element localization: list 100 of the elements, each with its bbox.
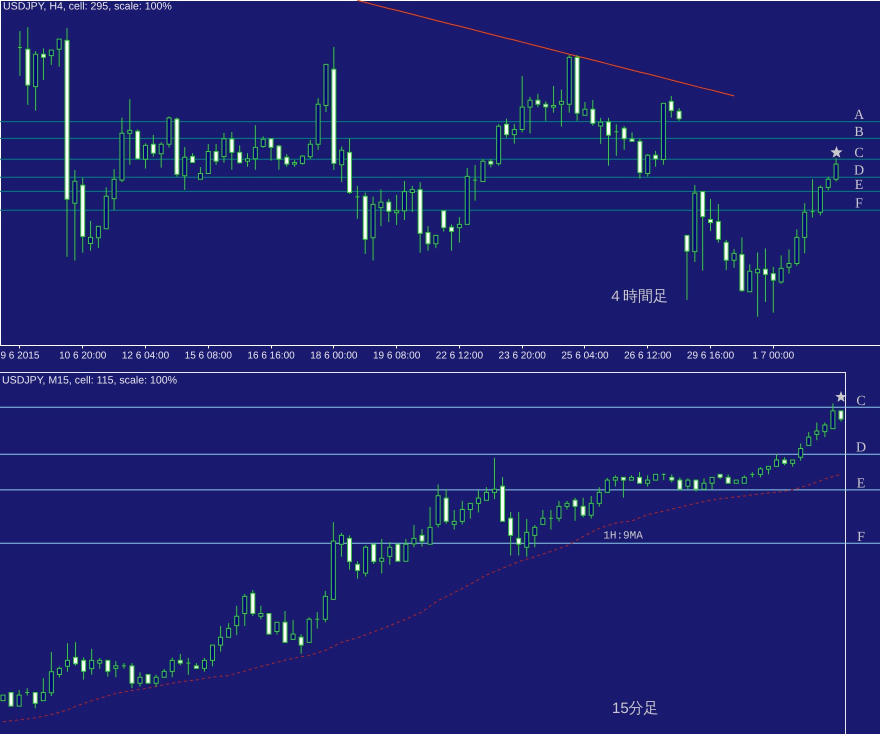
x-tick-label: 19 6 08:00 — [372, 350, 421, 362]
candlestick — [747, 264, 752, 292]
candlestick — [732, 248, 737, 268]
candlestick — [274, 622, 280, 635]
ref-line-label: E — [856, 476, 866, 492]
candlestick — [556, 500, 562, 522]
candlestick — [606, 117, 611, 166]
candlestick — [182, 146, 188, 190]
candlestick — [258, 605, 264, 620]
candlestick — [218, 625, 224, 652]
candlestick — [786, 248, 792, 274]
candlestick — [242, 593, 248, 626]
candlestick — [386, 198, 392, 223]
candlestick — [40, 48, 46, 80]
annotation: 15分足 — [612, 700, 659, 717]
candlestick — [762, 248, 768, 302]
candlestick — [826, 176, 831, 192]
candlestick — [468, 502, 473, 520]
candlestick — [426, 226, 430, 252]
candlestick — [572, 497, 578, 522]
candlestick — [138, 672, 142, 688]
ref-line-label: D — [854, 164, 864, 179]
candlestick — [834, 158, 839, 182]
candlestick — [402, 180, 407, 221]
candlestick — [620, 476, 626, 498]
candlestick — [520, 75, 525, 133]
x-tick-label: 25 6 04:00 — [561, 350, 610, 362]
candlestick — [708, 198, 714, 232]
candlestick — [178, 654, 183, 666]
candlestick — [252, 124, 258, 170]
candlestick — [516, 511, 522, 556]
candlestick — [596, 486, 602, 508]
candlestick — [127, 98, 132, 166]
candlestick — [206, 143, 211, 174]
candlestick — [755, 252, 760, 318]
candlestick — [512, 123, 517, 144]
candlestick — [266, 612, 272, 635]
candlestick — [298, 634, 304, 654]
candlestick — [492, 457, 498, 500]
candlestick — [758, 466, 763, 478]
candlestick — [685, 478, 690, 490]
candlestick — [113, 660, 118, 678]
candlestick — [838, 410, 844, 422]
candlestick — [89, 648, 94, 676]
ref-line-label: F — [855, 196, 864, 212]
candlestick — [268, 138, 274, 162]
candlestick — [452, 510, 457, 530]
candlestick — [40, 678, 46, 702]
candlestick — [551, 86, 556, 114]
candlestick — [480, 158, 486, 182]
x-tick-label: 12 6 04:00 — [122, 350, 170, 362]
ref-line-label: D — [856, 440, 866, 456]
candlestick — [338, 532, 344, 558]
candlestick — [198, 166, 203, 180]
candlestick — [420, 528, 424, 548]
candlestick — [582, 101, 588, 116]
candlestick — [476, 490, 481, 513]
x-tick-label: 26 6 12:00 — [624, 350, 672, 362]
candlestick — [774, 454, 780, 467]
candlestick — [339, 146, 344, 183]
candlestick — [48, 651, 54, 697]
candlestick — [72, 169, 78, 262]
candlestick — [460, 500, 465, 525]
candlestick — [237, 144, 242, 164]
candlestick — [637, 471, 642, 484]
candlestick — [702, 478, 706, 490]
candlestick — [245, 152, 250, 168]
candlestick — [97, 657, 102, 670]
annotation: ４時間足 — [608, 288, 668, 305]
candlestick — [379, 538, 384, 574]
candlestick — [822, 422, 828, 438]
candlestick — [524, 518, 530, 558]
chart-title: USDJPY, M15, cell: 115, scale: 100% — [2, 374, 178, 386]
x-tick-label: 15 6 08:00 — [184, 350, 232, 362]
ref-line-label: C — [854, 146, 864, 161]
candlestick — [677, 476, 682, 490]
candlestick — [532, 524, 538, 548]
candlestick — [8, 692, 14, 707]
candlestick — [158, 142, 164, 168]
candlestick — [444, 488, 449, 524]
candlestick — [798, 443, 804, 462]
candlestick — [716, 204, 721, 244]
candlestick — [387, 542, 392, 566]
candlestick — [96, 226, 101, 248]
x-tick-label: 22 6 12:00 — [436, 350, 484, 362]
candlestick — [540, 510, 546, 525]
candlestick — [221, 132, 226, 164]
candlestick — [112, 168, 117, 210]
ref-line-label: A — [854, 108, 865, 124]
candlestick — [433, 234, 438, 249]
candlestick — [604, 478, 610, 493]
candlestick — [558, 89, 564, 128]
candlestick — [428, 506, 433, 545]
candlestick — [129, 662, 134, 689]
candlestick — [346, 534, 352, 570]
candlestick — [32, 692, 38, 709]
candlestick — [724, 240, 729, 271]
x-tick-label: 10 6 20:00 — [59, 350, 107, 362]
candlestick — [394, 194, 400, 226]
candlestick — [612, 474, 618, 488]
